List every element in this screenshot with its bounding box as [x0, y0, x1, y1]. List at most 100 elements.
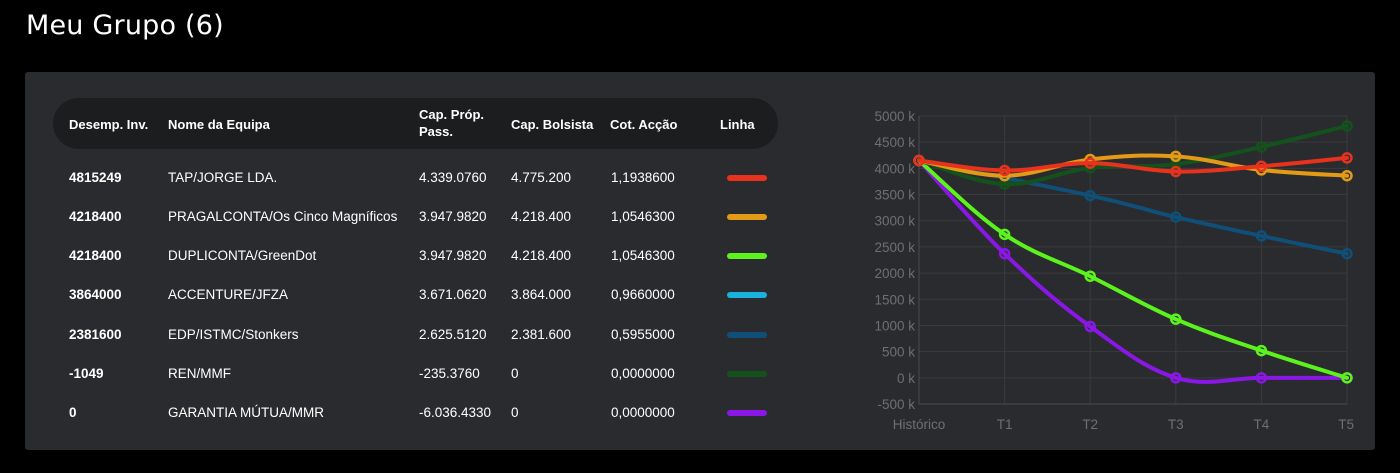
data-point [1170, 165, 1182, 178]
cell-cap-prop-pass: 3.671.0620 [419, 287, 487, 302]
cell-cap-prop-pass: -6.036.4330 [419, 405, 492, 420]
line-color-swatch [727, 371, 767, 377]
cell-cap-bolsista: 4.775.200 [511, 170, 572, 185]
performance-line-chart: 5000 k 4500 k 4000 k 3500 k 3000 k 2500 k 2000… [874, 109, 1354, 432]
cell-team-name: DUPLICONTA/GreenDot [168, 248, 317, 263]
data-point [998, 228, 1011, 241]
header-cot-accao[interactable]: Cot. Acção [610, 117, 678, 132]
table-row[interactable]: -1049 REN/MMF -235.3760 0 0,0000000 [25, 364, 785, 384]
table-row[interactable]: 3864000 ACCENTURE/JFZA 3.671.0620 3.864.000… [25, 285, 785, 305]
line-color-swatch [727, 410, 767, 416]
data-point [1255, 230, 1268, 242]
data-point [998, 247, 1011, 260]
data-point [1170, 313, 1182, 325]
cell-cot-accao: 0,0000000 [611, 405, 675, 420]
cell-desemp: 4218400 [69, 209, 122, 224]
y-tick-label: 4000 k [874, 161, 915, 176]
series-line [917, 158, 1349, 384]
series-line [917, 155, 1349, 174]
header-desemp-inv[interactable]: Desemp. Inv. [69, 117, 149, 132]
y-tick-label: 4500 k [874, 135, 915, 150]
y-tick-label: 0 k [897, 371, 915, 386]
cell-team-name: PRAGALCONTA/Os Cinco Magníficos [168, 209, 398, 224]
page-title: Meu Grupo (6) [26, 10, 224, 41]
data-point [1084, 157, 1096, 169]
line-color-swatch [727, 214, 767, 220]
x-tick-label: T2 [1082, 417, 1098, 432]
x-tick-label: T3 [1168, 417, 1184, 432]
header-linha[interactable]: Linha [720, 117, 755, 132]
table-row[interactable]: 4218400 PRAGALCONTA/Os Cinco Magníficos 3.… [25, 207, 785, 227]
data-point [1255, 160, 1268, 173]
y-tick-label: 1000 k [874, 318, 915, 333]
data-point [1170, 372, 1182, 384]
line-color-swatch [727, 253, 767, 259]
cell-cap-bolsista: 4.218.400 [511, 209, 572, 224]
data-point [1255, 344, 1268, 357]
cell-cot-accao: 1,0546300 [611, 248, 675, 263]
y-tick-label: 5000 k [874, 109, 915, 124]
data-point [1255, 141, 1268, 153]
y-tick-label: 2500 k [874, 240, 915, 255]
header-cap-bolsista[interactable]: Cap. Bolsista [511, 117, 594, 132]
cell-desemp: 4218400 [69, 248, 122, 263]
cell-cap-prop-pass: 3.947.9820 [419, 209, 487, 224]
series-line [917, 158, 1349, 380]
line-color-swatch [727, 292, 767, 298]
table-row[interactable]: 0 GARANTIA MÚTUA/MMR -6.036.4330 0 0,0000000 [25, 403, 785, 423]
header-nome-equipa[interactable]: Nome da Equipa [168, 117, 270, 132]
cell-cap-bolsista: 2.381.600 [511, 327, 572, 342]
data-point [1170, 211, 1182, 223]
cell-desemp: 0 [69, 405, 77, 420]
data-point [1341, 152, 1353, 164]
y-tick-label: 1500 k [874, 292, 915, 307]
x-tick-label: T4 [1254, 417, 1270, 432]
y-tick-label: 2000 k [874, 266, 915, 281]
table-row[interactable]: 2381600 EDP/ISTMC/Stonkers 2.625.5120 2.381… [25, 325, 785, 345]
table-row[interactable]: 4815249 TAP/JORGE LDA. 4.339.0760 4.775.200… [25, 168, 785, 188]
cell-desemp: -1049 [69, 366, 104, 381]
cell-team-name: GARANTIA MÚTUA/MMR [168, 405, 325, 420]
line-color-swatch [727, 175, 767, 181]
x-tick-label: Histórico [893, 417, 946, 432]
y-tick-label: 3500 k [874, 188, 915, 203]
cell-team-name: ACCENTURE/JFZA [168, 287, 289, 302]
x-tick-label: T5 [1338, 417, 1354, 432]
cell-cot-accao: 0,9660000 [611, 287, 675, 302]
data-point [1341, 120, 1353, 132]
table-header: Desemp. Inv. Nome da Equipa Cap. Próp. P… [53, 98, 778, 149]
cell-desemp: 3864000 [69, 287, 122, 302]
group-panel: Desemp. Inv. Nome da Equipa Cap. Próp. P… [25, 72, 1375, 450]
cell-cap-prop-pass: 4.339.0760 [419, 170, 487, 185]
data-point [998, 164, 1011, 177]
cell-cot-accao: 0,5955000 [611, 327, 675, 342]
cell-cap-bolsista: 3.864.000 [511, 287, 572, 302]
table-row[interactable]: 4218400 DUPLICONTA/GreenDot 3.947.9820 4.21… [25, 246, 785, 266]
data-point [913, 154, 925, 167]
data-point [1341, 247, 1353, 260]
cell-cap-bolsista: 0 [511, 405, 519, 420]
cell-cap-prop-pass: 2.625.5120 [419, 327, 487, 342]
data-point [1341, 372, 1353, 384]
data-point [1170, 150, 1182, 163]
y-tick-label: -500 k [877, 397, 915, 412]
cell-cap-prop-pass: -235.3760 [419, 366, 480, 381]
cell-desemp: 2381600 [69, 327, 122, 342]
cell-team-name: EDP/ISTMC/Stonkers [168, 327, 299, 342]
cell-team-name: TAP/JORGE LDA. [168, 170, 278, 185]
y-tick-label: 3000 k [874, 214, 915, 229]
series-line [917, 153, 1349, 178]
cell-cot-accao: 1,0546300 [611, 209, 675, 224]
data-point [1084, 320, 1096, 333]
cell-cap-bolsista: 4.218.400 [511, 248, 572, 263]
cell-team-name: REN/MMF [168, 366, 231, 381]
cell-cap-bolsista: 0 [511, 366, 519, 381]
data-point [1255, 372, 1268, 384]
cell-desemp: 4815249 [69, 170, 122, 185]
cell-cot-accao: 0,0000000 [611, 366, 675, 381]
cell-cot-accao: 1,1938600 [611, 170, 675, 185]
x-tick-label: T1 [997, 417, 1013, 432]
cell-cap-prop-pass: 3.947.9820 [419, 248, 487, 263]
y-tick-label: 500 k [882, 345, 915, 360]
header-cap-prop-pass[interactable]: Cap. Próp. Pass. [419, 107, 485, 139]
